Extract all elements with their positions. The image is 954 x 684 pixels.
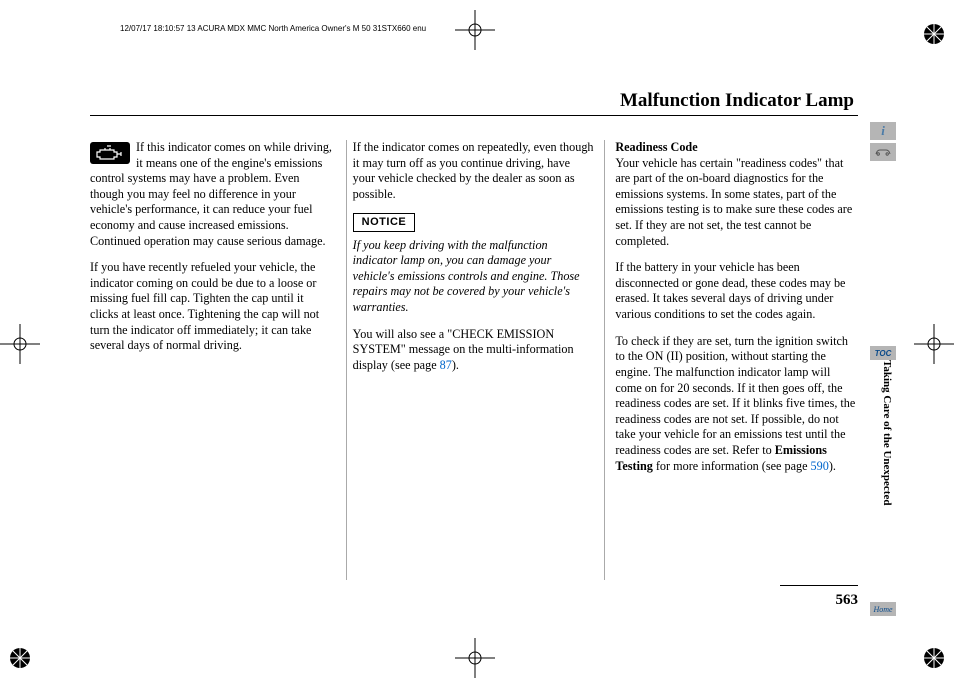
paragraph: If this indicator comes on while driving… [90, 140, 333, 249]
print-header: 12/07/17 18:10:57 13 ACURA MDX MMC North… [120, 24, 426, 33]
page-link[interactable]: 87 [440, 358, 452, 372]
page-number: 563 [836, 592, 859, 609]
crop-mark-icon [455, 638, 495, 678]
body-text: Your vehicle has certain "readiness code… [615, 156, 852, 248]
content-area: If this indicator comes on while driving… [90, 140, 858, 485]
bottom-rule [780, 585, 858, 586]
crop-mark-icon [455, 10, 495, 50]
side-tabs: i [870, 122, 896, 164]
page-title: Malfunction Indicator Lamp [620, 90, 854, 112]
paragraph: If the battery in your vehicle has been … [615, 260, 858, 322]
column-3: Readiness Code Your vehicle has certain … [615, 140, 858, 485]
crop-mark-icon [0, 324, 40, 364]
paragraph: To check if they are set, turn the ignit… [615, 334, 858, 474]
paragraph: If the indicator comes on repeatedly, ev… [353, 140, 596, 202]
registration-mark-icon [922, 22, 946, 46]
paragraph: Readiness Code Your vehicle has certain … [615, 140, 858, 249]
notice-label: NOTICE [353, 213, 416, 231]
column-1: If this indicator comes on while driving… [90, 140, 333, 485]
paragraph: You will also see a "CHECK EMISSION SYST… [353, 327, 596, 374]
subheading: Readiness Code [615, 140, 858, 156]
body-text: You will also see a "CHECK EMISSION SYST… [353, 327, 574, 372]
paragraph: If you have recently refueled your vehic… [90, 260, 333, 354]
page-link[interactable]: 590 [811, 459, 829, 473]
body-text: To check if they are set, turn the ignit… [615, 334, 855, 457]
home-tab[interactable]: Home [870, 602, 896, 616]
registration-mark-icon [922, 646, 946, 670]
crop-mark-icon [914, 324, 954, 364]
toc-tab[interactable]: TOC [870, 346, 896, 360]
registration-mark-icon [8, 646, 32, 670]
title-rule [90, 115, 858, 116]
body-text: for more information (see page [653, 459, 811, 473]
car-tab[interactable] [870, 143, 896, 161]
engine-icon [90, 142, 130, 169]
body-text: ). [829, 459, 836, 473]
notice-text: If you keep driving with the malfunction… [353, 238, 596, 316]
section-label: Taking Care of the Unexpected [881, 360, 893, 505]
body-text: ). [452, 358, 459, 372]
info-tab[interactable]: i [870, 122, 896, 140]
column-2: If the indicator comes on repeatedly, ev… [353, 140, 596, 485]
